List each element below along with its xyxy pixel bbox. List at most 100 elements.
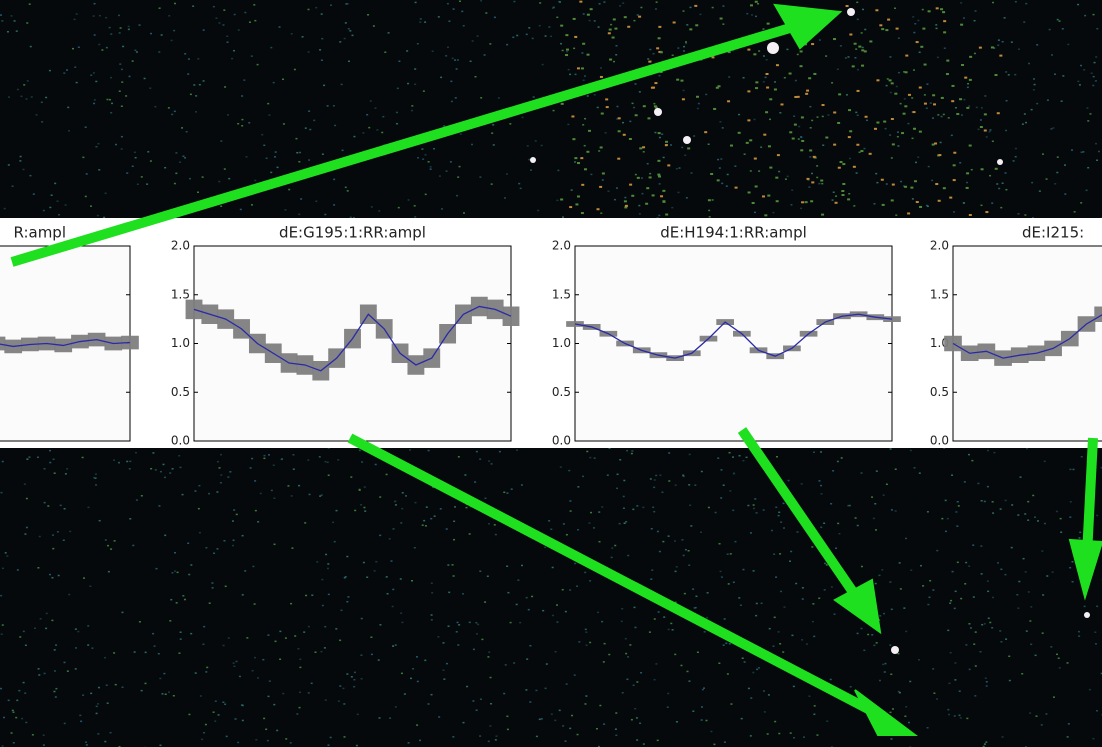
star bbox=[755, 512, 758, 514]
star bbox=[770, 529, 773, 532]
star bbox=[951, 100, 955, 103]
star bbox=[351, 34, 354, 37]
star bbox=[45, 96, 48, 99]
star bbox=[476, 35, 479, 37]
star bbox=[688, 453, 691, 456]
star bbox=[576, 67, 580, 70]
star bbox=[11, 709, 14, 712]
star bbox=[101, 49, 104, 51]
star bbox=[413, 205, 416, 207]
star bbox=[773, 553, 776, 555]
star bbox=[66, 468, 69, 470]
star bbox=[224, 703, 227, 705]
star bbox=[813, 72, 817, 75]
star bbox=[747, 48, 751, 51]
star bbox=[589, 456, 592, 459]
star bbox=[585, 644, 588, 646]
star bbox=[818, 597, 821, 600]
star bbox=[1032, 78, 1035, 80]
star bbox=[1033, 516, 1036, 518]
star bbox=[181, 127, 184, 129]
star bbox=[985, 681, 988, 683]
star bbox=[849, 33, 853, 36]
star bbox=[580, 212, 584, 215]
star bbox=[991, 202, 994, 204]
star bbox=[615, 187, 618, 189]
star bbox=[19, 155, 22, 158]
star bbox=[90, 74, 93, 76]
star bbox=[244, 11, 247, 14]
star bbox=[1008, 655, 1011, 658]
star bbox=[395, 111, 398, 114]
star bbox=[694, 484, 697, 486]
star bbox=[421, 524, 424, 526]
star bbox=[888, 79, 892, 82]
star bbox=[212, 5, 215, 8]
star bbox=[626, 449, 629, 452]
star bbox=[1000, 206, 1003, 209]
star bbox=[773, 616, 776, 619]
star bbox=[63, 508, 66, 510]
star bbox=[811, 546, 814, 548]
star bbox=[953, 715, 956, 717]
star bbox=[720, 158, 723, 160]
star bbox=[590, 173, 593, 176]
star bbox=[1037, 520, 1040, 522]
star bbox=[862, 8, 865, 11]
star bbox=[43, 501, 46, 504]
star bbox=[884, 127, 887, 130]
star bbox=[584, 117, 587, 120]
star bbox=[658, 25, 662, 28]
star bbox=[772, 645, 775, 647]
star bbox=[401, 492, 404, 494]
star bbox=[424, 525, 427, 527]
star bbox=[252, 565, 255, 568]
star bbox=[641, 177, 644, 179]
star bbox=[860, 627, 863, 630]
star bbox=[132, 544, 135, 547]
star bbox=[126, 460, 129, 463]
star bbox=[1094, 142, 1097, 145]
star bbox=[202, 29, 205, 31]
star bbox=[875, 642, 878, 644]
star bbox=[639, 722, 642, 725]
star bbox=[582, 124, 585, 126]
star bbox=[483, 54, 486, 56]
star bbox=[676, 78, 680, 81]
star bbox=[173, 29, 176, 32]
star bbox=[29, 174, 32, 177]
star bbox=[616, 487, 619, 490]
star bbox=[453, 520, 456, 523]
star bbox=[949, 196, 953, 199]
star bbox=[427, 161, 430, 163]
star bbox=[284, 637, 287, 639]
star bbox=[600, 67, 603, 69]
star bbox=[189, 93, 192, 96]
star bbox=[688, 564, 691, 567]
star bbox=[135, 499, 138, 501]
star bbox=[747, 90, 751, 93]
star bbox=[752, 504, 755, 506]
star bbox=[1085, 189, 1088, 192]
star bbox=[259, 492, 262, 495]
star bbox=[98, 519, 101, 522]
star bbox=[690, 525, 693, 527]
star bbox=[858, 45, 862, 48]
star bbox=[506, 728, 509, 731]
star bbox=[1083, 605, 1086, 608]
star bbox=[593, 94, 596, 96]
star bbox=[915, 201, 919, 204]
star bbox=[904, 715, 907, 718]
star bbox=[907, 721, 910, 724]
star bbox=[657, 159, 661, 162]
star bbox=[837, 166, 841, 169]
star bbox=[969, 55, 973, 58]
star bbox=[472, 700, 475, 702]
star bbox=[454, 506, 457, 508]
arrow bbox=[737, 427, 860, 598]
star bbox=[764, 76, 767, 79]
star bbox=[343, 736, 346, 738]
star bbox=[211, 587, 214, 589]
star bbox=[75, 81, 78, 84]
star bbox=[443, 678, 446, 680]
